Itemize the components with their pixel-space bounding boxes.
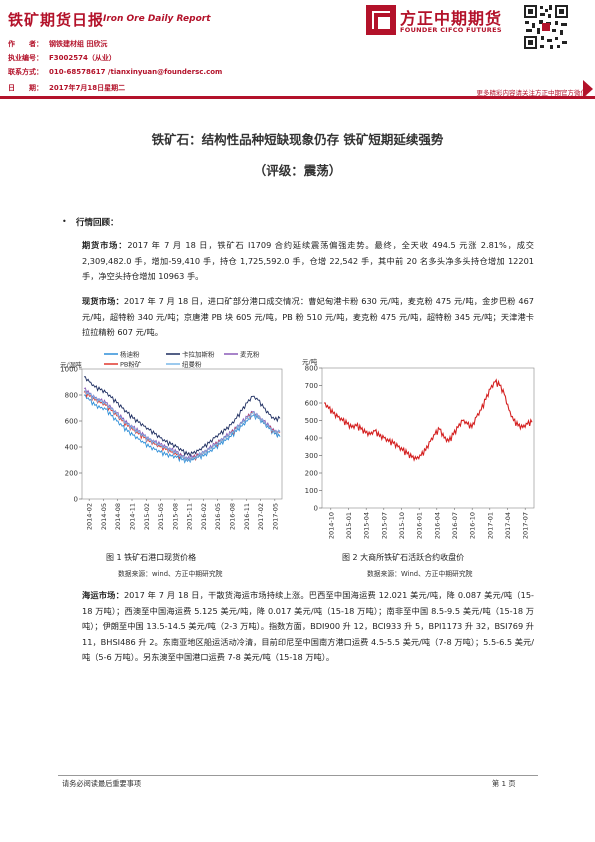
x-tick-label: 2016-08: [229, 503, 237, 530]
x-tick-label: 2015-05: [157, 503, 165, 530]
x-tick-label: 2016-04: [433, 512, 441, 539]
meta-contact: 联系方式： 010-68578617 /tianxinyuan@foundersc…: [8, 68, 223, 76]
y-tick-label: 200: [305, 470, 318, 478]
y-tick-label: 200: [65, 470, 78, 478]
shipping-text: 2017 年 7 月 18 日，干散货海运市场持续上涨。巴西至中国海运费 12.…: [82, 590, 534, 662]
y-axis-label: 元/湿吨: [60, 360, 82, 369]
y-tick-label: 700: [305, 382, 318, 390]
x-tick-label: 2014-10: [327, 512, 335, 539]
report-title: 铁矿石：结构性品种短缺现象仍存 铁矿短期延续强势: [151, 132, 444, 147]
legend-label: 纽曼粉: [182, 360, 202, 369]
y-tick-label: 0: [314, 505, 318, 513]
fig2-source: 数据来源：Wind、方正中期研究院: [367, 570, 473, 578]
x-tick-label: 2017-04: [504, 512, 512, 539]
meta-date: 日 期： 2017年7月18日星期二: [8, 84, 126, 92]
x-tick-label: 2017-05: [271, 503, 279, 530]
y-tick-label: 0: [74, 496, 78, 504]
company-logo-en: FOUNDER CIFCO FUTURES: [400, 26, 502, 34]
x-tick-label: 2015-08: [171, 503, 179, 530]
shipping-paragraph: 海运市场：2017 年 7 月 18 日，干散货海运市场持续上涨。巴西至中国海运…: [82, 588, 534, 666]
x-tick-label: 2017-02: [257, 503, 265, 530]
x-tick-label: 2016-10: [469, 512, 477, 539]
spot-text: 2017 年 7 月 18 日，进口矿部分港口成交情况：曹妃甸港卡粉 630 元…: [82, 296, 534, 337]
series-line: [323, 378, 533, 462]
x-tick-label: 2014-11: [129, 503, 137, 530]
report-series-subtitle: Iron Ore Daily Report: [103, 14, 211, 24]
x-tick-label: 2016-05: [214, 503, 222, 530]
fig1-caption: 图 1 铁矿石港口现货价格: [106, 553, 197, 562]
x-tick-label: 2016-11: [243, 503, 251, 530]
x-tick-label: 2017-07: [522, 512, 530, 539]
bullet-icon: •: [62, 217, 67, 226]
y-tick-label: 100: [305, 487, 318, 495]
x-tick-label: 2015-02: [143, 503, 151, 530]
legend-label: 麦克粉: [240, 350, 260, 359]
futures-text: 2017 年 7 月 18 日，铁矿石 I1709 合约延续震荡偏强走势。最终，…: [82, 240, 534, 281]
spot-label: 现货市场：: [82, 296, 124, 306]
y-tick-label: 600: [65, 418, 78, 426]
shipping-label: 海运市场：: [82, 590, 124, 600]
futures-label: 期货市场：: [82, 240, 128, 250]
plot-frame: [321, 367, 535, 509]
report-series-title: 铁矿期货日报: [8, 11, 105, 29]
company-logo-cn: 方正中期期货: [400, 9, 503, 28]
x-tick-label: 2014-08: [114, 503, 122, 530]
x-tick-label: 2014-05: [100, 503, 108, 530]
series-line: [83, 376, 281, 458]
meta-author: 作 者： 钢铁建材组 田欣沅: [8, 40, 108, 48]
y-tick-label: 400: [305, 435, 318, 443]
series-line: [83, 394, 281, 464]
plot-frame: [81, 368, 283, 500]
y-tick-label: 600: [305, 400, 318, 408]
y-tick-label: 800: [305, 365, 318, 373]
x-tick-label: 2016-02: [200, 503, 208, 530]
x-tick-label: 2015-01: [345, 512, 353, 539]
x-tick-label: 2017-01: [486, 512, 494, 539]
report-rating: （评级：震荡）: [253, 163, 342, 178]
qr-code-icon: [522, 3, 570, 51]
x-tick-label: 2015-04: [363, 512, 371, 539]
wechat-follow-link[interactable]: 更多精彩内容请关注方正中期官方微信: [476, 89, 588, 97]
y-tick-label: 1000: [60, 366, 78, 374]
arrow-right-icon: [583, 80, 593, 98]
header-divider: [0, 96, 595, 99]
meta-license: 执业编号： F3002574（从业）: [8, 54, 116, 62]
x-tick-label: 2016-07: [451, 512, 459, 539]
series-line: [83, 390, 281, 463]
section-heading: 行情回顾：: [76, 218, 119, 228]
spot-paragraph: 现货市场：2017 年 7 月 18 日，进口矿部分港口成交情况：曹妃甸港卡粉 …: [82, 294, 534, 341]
founder-logo-icon: [366, 5, 396, 35]
footer-divider: [58, 775, 538, 776]
x-tick-label: 2015-11: [186, 503, 194, 530]
legend-label: PB粉矿: [120, 360, 142, 369]
x-tick-label: 2015-07: [380, 512, 388, 539]
x-tick-label: 2014-02: [86, 503, 94, 530]
y-tick-label: 400: [65, 444, 78, 452]
y-tick-label: 800: [65, 392, 78, 400]
fig1-source: 数据来源：wind、方正中期研究院: [118, 570, 223, 578]
y-axis-label: 元/吨: [302, 357, 318, 366]
page-number: 第 1 页: [492, 779, 516, 788]
futures-paragraph: 期货市场：2017 年 7 月 18 日，铁矿石 I1709 合约延续震荡偏强走…: [82, 238, 534, 285]
y-tick-label: 300: [305, 452, 318, 460]
legend-label: 卡拉加斯粉: [182, 350, 215, 359]
footer-disclaimer[interactable]: 请务必阅读最后重要事项: [62, 779, 142, 788]
y-tick-label: 500: [305, 417, 318, 425]
x-tick-label: 2015-10: [398, 512, 406, 539]
x-tick-label: 2016-01: [416, 512, 424, 539]
legend-label: 杨迪粉: [120, 350, 140, 359]
series-line: [83, 387, 281, 462]
fig2-caption: 图 2 大商所铁矿石活跃合约收盘价: [342, 553, 465, 562]
